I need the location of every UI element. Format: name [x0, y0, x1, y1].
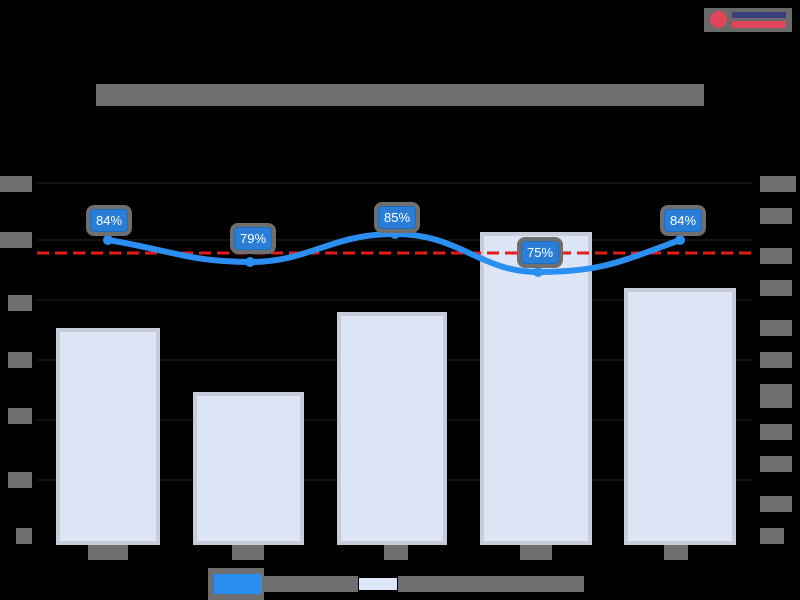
data-label: 75% [521, 241, 560, 264]
data-label: 84% [664, 209, 703, 232]
bar-series [56, 232, 736, 545]
legend-swatch-line [214, 574, 262, 594]
data-label: 79% [234, 227, 273, 250]
brand-logo [704, 8, 792, 32]
chart-title [96, 84, 704, 106]
legend-swatch-bar [358, 577, 398, 591]
data-label: 84% [90, 209, 129, 232]
data-label: 85% [378, 206, 417, 229]
